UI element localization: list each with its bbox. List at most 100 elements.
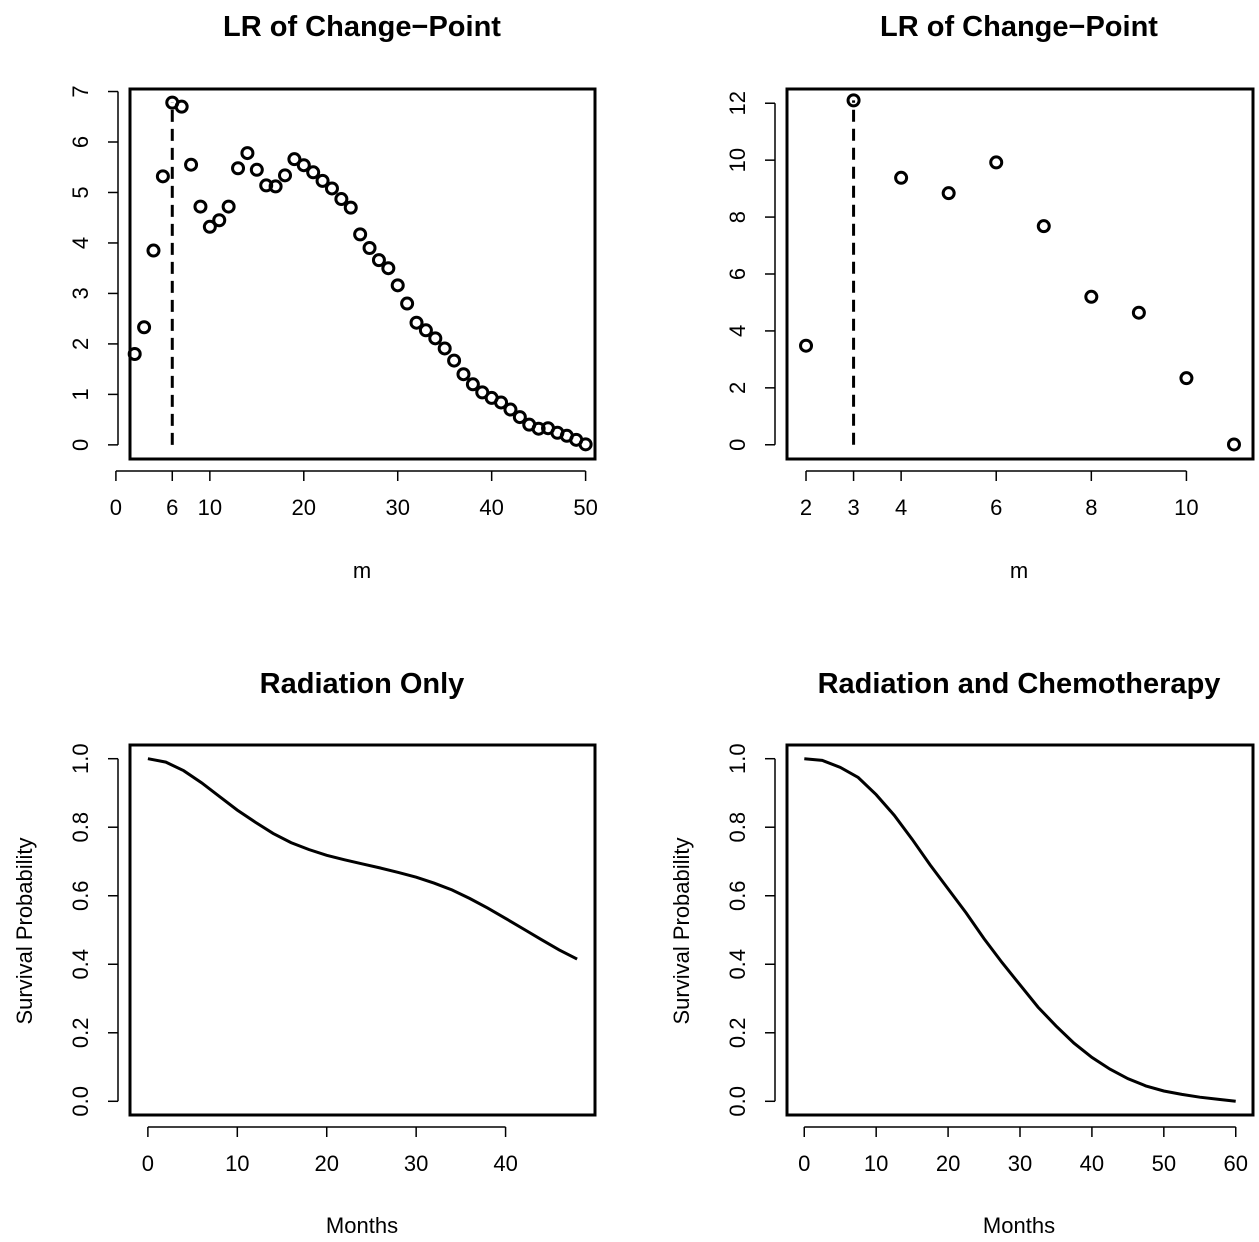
y-tick-label: 7	[68, 85, 93, 97]
data-point	[259, 178, 274, 193]
y-tick-label: 1	[68, 388, 93, 400]
y-tick-label: 3	[68, 287, 93, 299]
panel-title: Radiation Only	[260, 668, 465, 700]
y-axis-label: Survival Probability	[12, 837, 37, 1024]
data-point	[494, 395, 509, 410]
panel-radiation-only: Radiation Only Months Survival Probabili…	[12, 668, 597, 1238]
data-point	[989, 155, 1004, 170]
survival-curve	[147, 757, 578, 961]
plot-frame	[785, 87, 1255, 461]
y-tick-label: 2	[725, 382, 750, 394]
x-tick-label: 30	[404, 1151, 428, 1176]
y-tick-label: 12	[725, 91, 750, 115]
x-tick-label: 40	[479, 495, 503, 520]
y-tick-label: 0.4	[725, 949, 750, 980]
plot-area: 0 10 20 30 40 50 60 0.0 0.2 0.4 0.6 0.8 1.0	[725, 743, 1248, 1176]
y-tick-label: 0.0	[68, 1086, 93, 1117]
data-point	[1179, 371, 1194, 386]
y-tick-label: 6	[68, 136, 93, 148]
data-point	[409, 315, 424, 330]
x-tick-label: 0	[142, 1151, 154, 1176]
data-point	[231, 161, 246, 176]
data-point	[437, 341, 452, 356]
y-tick-label: 1.0	[725, 743, 750, 774]
data-point	[343, 200, 358, 215]
data-point	[287, 152, 302, 167]
y-tick-label: 1.0	[68, 743, 93, 774]
x-tick-label: 4	[895, 495, 907, 520]
y-tick-label: 0.0	[725, 1086, 750, 1117]
data-point	[174, 99, 189, 114]
data-point	[428, 331, 443, 346]
plot-area: 2 3 4 6 8 10 0 2 4 6 8 10 12	[725, 91, 1241, 520]
data-point	[846, 93, 861, 108]
y-tick-label: 0	[68, 439, 93, 451]
data-point	[894, 170, 909, 185]
data-point	[456, 367, 471, 382]
plot-area: 0 10 20 30 40 0.0 0.2 0.4 0.6 0.8 1.0	[68, 743, 578, 1176]
data-point	[268, 179, 283, 194]
x-tick-label: 8	[1085, 495, 1097, 520]
data-point	[799, 338, 814, 353]
data-point	[418, 323, 433, 338]
y-tick-label: 4	[68, 237, 93, 249]
x-tick-label: 6	[990, 495, 1002, 520]
x-tick-label: 60	[1223, 1151, 1247, 1176]
data-point	[400, 296, 415, 311]
data-point	[249, 162, 264, 177]
data-point	[315, 173, 330, 188]
x-axis-label: Months	[983, 1213, 1055, 1238]
panel-lr-left: LR of Change−Point m 0 6 10 20 30 40 50 0 1 2 3 4 5 6…	[68, 11, 598, 583]
data-point	[381, 261, 396, 276]
y-tick-label: 5	[68, 186, 93, 198]
x-axis-label: m	[353, 558, 371, 583]
data-point	[1131, 305, 1146, 320]
y-tick-label: 0.6	[68, 880, 93, 911]
y-tick-label: 0.6	[725, 880, 750, 911]
y-tick-label: 0.2	[725, 1017, 750, 1048]
data-point	[1084, 289, 1099, 304]
panel-radiation-chemo: Radiation and Chemotherapy Months Surviv…	[669, 668, 1255, 1238]
panel-title: Radiation and Chemotherapy	[818, 668, 1221, 700]
data-point	[212, 213, 227, 228]
data-point	[127, 347, 142, 362]
data-point	[531, 421, 546, 436]
x-tick-label: 0	[110, 495, 122, 520]
x-tick-label: 50	[1152, 1151, 1176, 1176]
panel-lr-right: LR of Change−Point m 2 3 4 6 8 10 0 2 4 6 8 10 12	[725, 11, 1255, 583]
data-point	[221, 199, 236, 214]
x-tick-label: 20	[936, 1151, 960, 1176]
y-tick-label: 4	[725, 325, 750, 337]
x-tick-label: 40	[1080, 1151, 1104, 1176]
y-tick-label: 0.2	[68, 1017, 93, 1048]
data-point	[390, 278, 405, 293]
data-point	[278, 168, 292, 183]
y-axis-label: Survival Probability	[669, 837, 694, 1024]
x-axis-label: m	[1010, 558, 1028, 583]
y-tick-label: 0	[725, 439, 750, 451]
data-point	[362, 241, 377, 256]
data-point	[334, 192, 349, 207]
data-point	[447, 353, 462, 368]
x-tick-label: 0	[798, 1151, 810, 1176]
x-tick-label: 30	[1008, 1151, 1032, 1176]
x-tick-label: 20	[314, 1151, 338, 1176]
y-tick-label: 10	[725, 148, 750, 172]
data-point	[184, 157, 199, 172]
data-point	[202, 219, 217, 234]
y-tick-label: 0.8	[68, 812, 93, 843]
data-point	[371, 253, 386, 268]
y-tick-label: 6	[725, 268, 750, 280]
x-tick-label: 3	[847, 495, 859, 520]
data-point	[296, 158, 311, 173]
data-point	[353, 227, 368, 242]
y-tick-label: 2	[68, 338, 93, 350]
data-point	[578, 437, 593, 452]
plot-frame	[128, 743, 597, 1117]
data-point	[193, 199, 208, 214]
x-tick-label: 50	[573, 495, 597, 520]
data-point	[306, 165, 321, 180]
x-tick-label: 10	[198, 495, 222, 520]
x-tick-label: 10	[1174, 495, 1198, 520]
